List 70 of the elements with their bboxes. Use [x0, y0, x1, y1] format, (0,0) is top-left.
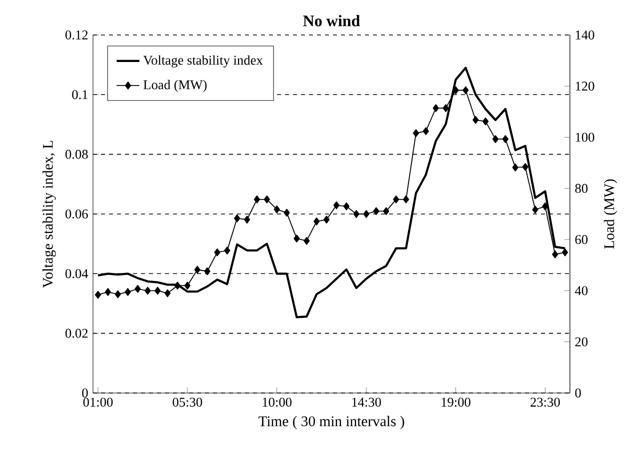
point: [353, 210, 360, 218]
x-tick-label: 19:00: [442, 398, 470, 407]
point: [184, 282, 190, 290]
y-tick-label: 0.1: [72, 90, 88, 100]
y-axis-title: Voltage stability index, L: [42, 140, 56, 288]
y2-tick-label: 20: [575, 337, 588, 346]
point: [333, 201, 340, 210]
point: [502, 135, 508, 144]
x-tick-label: 01:00: [83, 398, 113, 407]
point: [104, 288, 111, 296]
legend-label: Load (MW): [144, 80, 207, 92]
y2-tick-label: 100: [576, 132, 594, 142]
y2-tick-label: 120: [576, 82, 594, 91]
y2-axis-title: Load (MW): [604, 179, 618, 249]
point: [194, 266, 200, 274]
x-tick-label: 05:30: [172, 398, 202, 407]
point: [114, 290, 121, 298]
point: [323, 216, 330, 224]
point: [393, 195, 400, 204]
y2-tick-label: 40: [574, 286, 588, 296]
y-tick-label: 0.04: [65, 269, 88, 278]
point: [314, 217, 320, 226]
point: [482, 117, 489, 126]
y-tick-label: 0.06: [65, 209, 88, 219]
y2-tick-label: 0: [575, 388, 581, 398]
point: [214, 248, 220, 256]
point: [432, 104, 439, 112]
x-axis-title: Time ( 30 min intervals ): [258, 416, 404, 430]
point: [124, 288, 131, 296]
point: [294, 234, 300, 242]
point: [442, 104, 449, 112]
point: [562, 248, 568, 256]
point: [472, 116, 479, 124]
legend-label: Voltage stability index: [143, 55, 263, 68]
point: [552, 250, 558, 258]
point: [402, 195, 410, 204]
point: [264, 195, 270, 204]
y2-tick-label: 140: [576, 30, 594, 40]
point: [204, 267, 210, 276]
x-tick-label: 23:30: [530, 398, 560, 407]
point: [94, 290, 102, 299]
point: [134, 284, 141, 293]
y-tick-label: 0: [82, 388, 88, 398]
y-tick-label: 0.08: [65, 150, 88, 159]
x-tick-label: 14:30: [352, 398, 381, 407]
point: [373, 207, 380, 216]
point: [164, 289, 171, 298]
x-tick-label: 10:00: [262, 398, 292, 407]
point: [304, 236, 310, 245]
point: [512, 164, 518, 172]
point: [522, 163, 528, 171]
point: [154, 286, 161, 295]
point: [244, 216, 250, 224]
point: [532, 206, 538, 214]
point: [492, 135, 499, 144]
point: [462, 86, 469, 94]
y2-tick-label: 80: [575, 184, 588, 193]
y-tick-label: 0.02: [65, 328, 88, 338]
y-tick-label: 0.12: [65, 30, 88, 40]
point: [422, 127, 429, 136]
point: [224, 246, 230, 254]
point: [144, 286, 151, 295]
point: [254, 195, 260, 204]
point: [274, 205, 280, 214]
chart-title: No wind: [303, 15, 360, 26]
point: [343, 202, 350, 210]
point: [383, 207, 390, 216]
point: [234, 214, 240, 222]
point: [412, 129, 420, 138]
y2-tick-label: 60: [575, 235, 588, 244]
